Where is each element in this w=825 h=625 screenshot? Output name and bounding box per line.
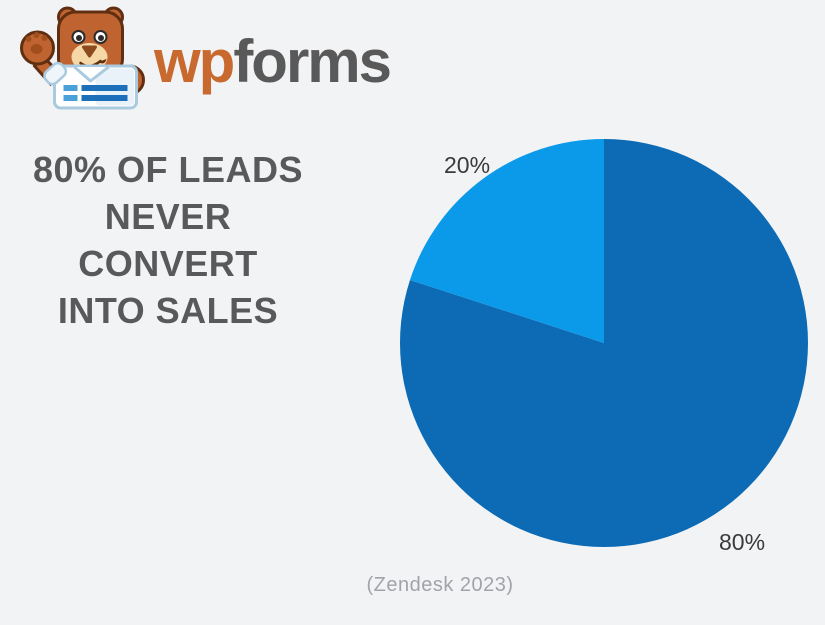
headline-line-2: NEVER CONVERT <box>78 196 258 284</box>
pie-slice-80% <box>400 139 808 547</box>
pie-slice-20% <box>409 139 604 343</box>
headline-line-1: 80% OF LEADS <box>32 149 304 190</box>
headline: 80% OF LEADS NEVER CONVERT INTO SALES <box>18 146 318 334</box>
pie-slice-label-80: 80% <box>719 529 766 555</box>
pie-slice-label-20: 20% <box>444 152 491 178</box>
brand-prefix: wp <box>154 28 235 95</box>
wpforms-logo: wpforms <box>14 4 392 112</box>
source-caption: (Zendesk 2023) <box>366 574 514 596</box>
brand-wordmark: wpforms <box>154 32 392 92</box>
pie-chart <box>399 138 809 548</box>
brand-suffix: forms <box>233 28 392 95</box>
pie-chart-svg <box>400 139 808 547</box>
wpforms-bear-mascot-icon <box>20 6 145 110</box>
headline-line-3: INTO SALES <box>57 290 279 331</box>
